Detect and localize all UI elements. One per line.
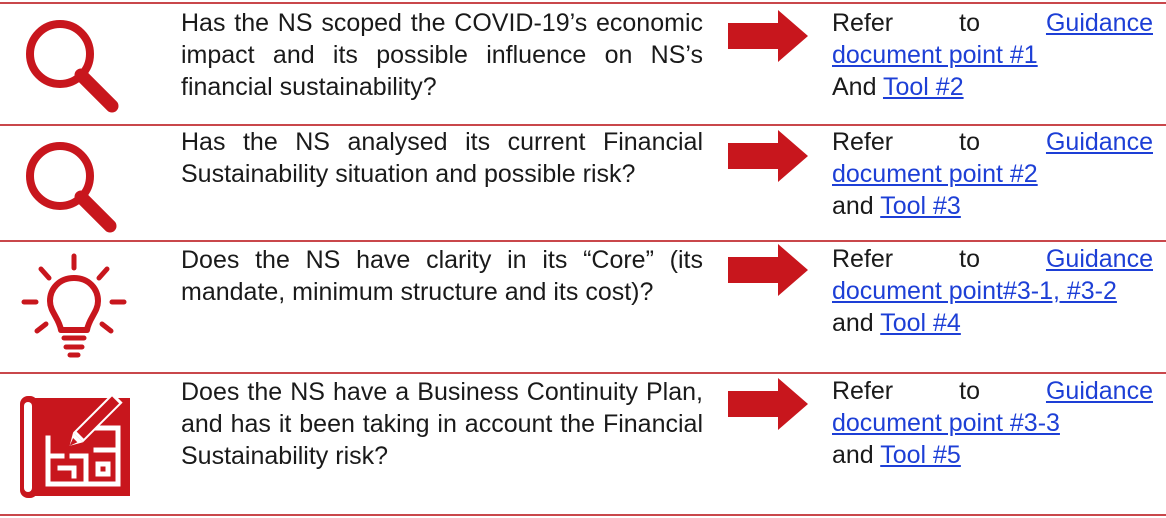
conjunction-label: and [832, 441, 874, 469]
to-label: to [959, 128, 980, 156]
row-divider [0, 240, 1166, 242]
row-divider [0, 124, 1166, 126]
reference-cell: Refer to Guidance document point #2 and … [832, 126, 1153, 222]
tool-link[interactable]: Tool #2 [882, 73, 964, 101]
arrow-right-icon [728, 242, 808, 298]
checklist-row-4: Does the NS have a Business Continuity P… [0, 374, 1166, 514]
reference-cell: Refer to Guidance document point#3-1, #3… [832, 243, 1153, 339]
guidance-link-cont[interactable]: document point #1 [832, 41, 1038, 69]
reference-cell: Refer to Guidance document point #1 And … [832, 7, 1153, 103]
refer-label: Refer [832, 377, 894, 405]
checklist-row-2: Has the NS analysed its current Financia… [0, 126, 1166, 240]
arrow-right-icon [728, 8, 808, 64]
guidance-link[interactable]: Guidance [1045, 9, 1153, 37]
to-label: to [959, 377, 980, 405]
row-divider [0, 514, 1166, 516]
checklist-row-1: Has the NS scoped the COVID-19’s economi… [0, 4, 1166, 124]
to-label: to [959, 245, 980, 273]
guidance-link-cont[interactable]: document point #3-3 [832, 409, 1060, 437]
magnifier-icon [14, 14, 134, 114]
tool-link[interactable]: Tool #3 [880, 192, 961, 220]
conjunction-label: and [832, 309, 874, 337]
refer-label: Refer [832, 128, 894, 156]
blueprint-icon [14, 388, 134, 504]
tool-link[interactable]: Tool #5 [880, 441, 961, 469]
guidance-link-cont[interactable]: document point #2 [832, 160, 1038, 188]
arrow-right-icon [728, 376, 808, 432]
question-text: Has the NS analysed its current Financia… [181, 128, 703, 188]
reference-cell: Refer to Guidance document point #3-3 an… [832, 375, 1153, 471]
conjunction-label: and [832, 192, 874, 220]
checklist-row-3: Does the NS have clarity in its “Core” (… [0, 242, 1166, 372]
question-text: Does the NS have a Business Continuity P… [181, 378, 703, 470]
refer-label: Refer [832, 245, 894, 273]
row-divider [0, 372, 1166, 374]
refer-label: Refer [832, 9, 894, 37]
magnifier-icon [14, 136, 134, 236]
guidance-link[interactable]: Guidance [1045, 377, 1153, 405]
guidance-link-cont[interactable]: document point#3-1, #3-2 [832, 277, 1117, 305]
guidance-link[interactable]: Guidance [1045, 245, 1153, 273]
question-text: Does the NS have clarity in its “Core” (… [181, 246, 703, 306]
lightbulb-icon [14, 246, 134, 366]
row-divider [0, 2, 1166, 4]
tool-link[interactable]: Tool #4 [880, 309, 961, 337]
arrow-right-icon [728, 128, 808, 184]
conjunction-label: And [832, 73, 877, 101]
guidance-link[interactable]: Guidance [1045, 128, 1153, 156]
to-label: to [959, 9, 980, 37]
question-text: Has the NS scoped the COVID-19’s economi… [181, 9, 703, 101]
